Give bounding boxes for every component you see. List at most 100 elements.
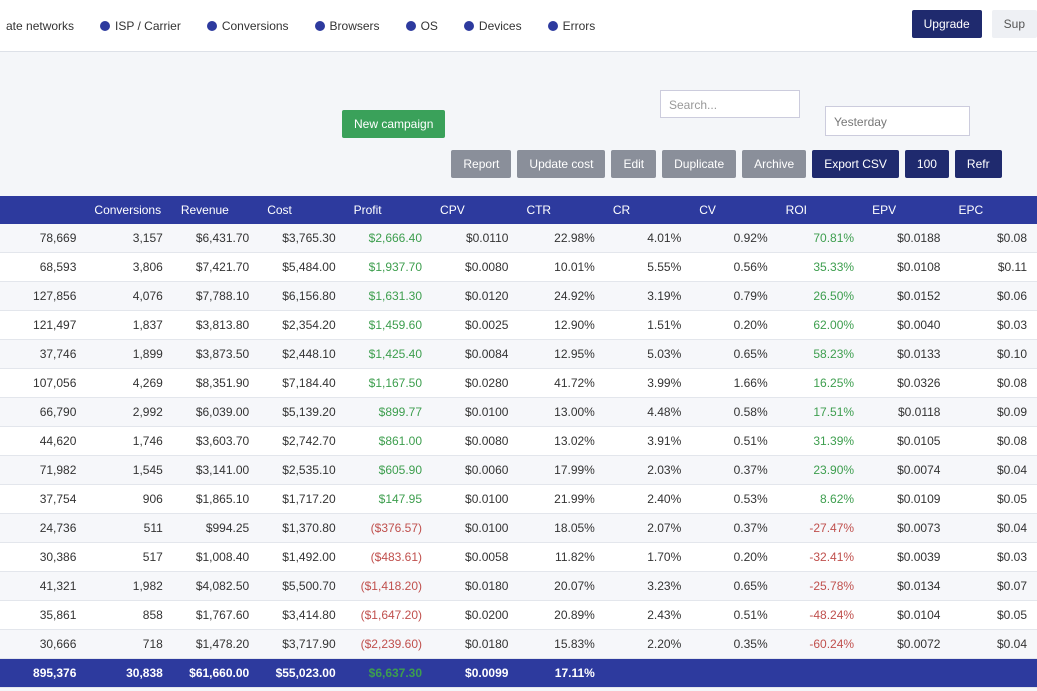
table-row[interactable]: 68,593 3,806 $7,421.70 $5,484.00 $1,937.70 $0… — [0, 252, 1037, 282]
table-cell: 20.89% — [518, 600, 605, 630]
table-cell: $0.05 — [950, 484, 1037, 514]
table-cell: $0.0060 — [432, 455, 519, 485]
table-cell: 3,157 — [86, 224, 173, 253]
table-cell: $0.0100 — [432, 484, 519, 514]
nav-item[interactable]: Devices — [463, 19, 522, 33]
total-cell — [864, 658, 951, 688]
table-cell: 5.55% — [604, 252, 692, 282]
table-row[interactable]: 24,736 511 $994.25 $1,370.80 ($376.57) $0.010… — [0, 513, 1037, 543]
header-cell: CV — [691, 196, 778, 224]
header-cell: Revenue — [172, 196, 260, 224]
toolbar-button[interactable]: Duplicate — [662, 150, 737, 178]
toolbar-button[interactable]: New campaign — [342, 110, 446, 138]
table-row[interactable]: 41,321 1,982 $4,082.50 $5,500.70 ($1,418.20)… — [0, 571, 1037, 601]
table-row[interactable]: 37,754 906 $1,865.10 $1,717.20 $147.95 $0.010… — [0, 484, 1037, 514]
table-cell: 26.50% — [777, 281, 865, 311]
table-cell: $1,478.20 — [172, 629, 260, 659]
search-box[interactable]: Search... — [660, 90, 800, 118]
nav-label: OS — [420, 18, 438, 33]
table-cell: -25.78% — [777, 571, 865, 601]
table-cell: $7,788.10 — [172, 281, 260, 311]
table-row[interactable]: 78,669 3,157 $6,431.70 $3,765.30 $2,666.40 $0… — [0, 224, 1037, 253]
table-row[interactable]: 66,790 2,992 $6,039.00 $5,139.20 $899.77 $0.0… — [0, 397, 1037, 427]
table-cell: 68,593 — [0, 252, 87, 282]
total-cell: 30,838 — [86, 658, 173, 688]
top-button[interactable]: Sup — [991, 10, 1037, 38]
nav-label: Conversions — [221, 18, 289, 33]
table-cell: $1,167.50 — [345, 368, 433, 398]
table-cell: $0.0039 — [864, 542, 951, 572]
table-cell: 1,746 — [86, 426, 173, 456]
table-cell: 858 — [86, 600, 173, 630]
toolbar-button[interactable]: Edit — [611, 150, 657, 178]
table-cell: $1,425.40 — [345, 339, 433, 369]
table-row[interactable]: 35,861 858 $1,767.60 $3,414.80 ($1,647.20) $0… — [0, 600, 1037, 630]
table-cell: 107,056 — [0, 368, 87, 398]
table-cell: 12.90% — [518, 310, 605, 340]
total-cell: $55,023.00 — [259, 658, 346, 688]
toolbar-button[interactable]: Update cost — [517, 150, 606, 178]
table-cell: $0.08 — [950, 368, 1037, 398]
table-cell: $861.00 — [345, 426, 433, 456]
table-row[interactable]: 30,386 517 $1,008.40 $1,492.00 ($483.61) $0.0… — [0, 542, 1037, 572]
total-row: 895,376 30,838 $61,660.00 $55,023.00 $6,637.… — [0, 658, 1037, 688]
table-cell: $0.0326 — [864, 368, 951, 398]
table-row[interactable]: 44,620 1,746 $3,603.70 $2,742.70 $861.00 $0.0… — [0, 426, 1037, 456]
table-cell: 4.01% — [604, 224, 692, 253]
table-cell: $1,492.00 — [259, 542, 346, 572]
table-row[interactable]: 107,056 4,269 $8,351.90 $7,184.40 $1,167.50 $… — [0, 368, 1037, 398]
top-button[interactable]: Upgrade — [911, 10, 982, 38]
toolbar-button[interactable]: Report — [451, 150, 512, 178]
toolbar-button[interactable]: Export CSV — [812, 150, 899, 178]
table-cell: 3,806 — [86, 252, 173, 282]
header-row: Conversions Revenue Cost Profit CPV CTR CR CV RO… — [0, 196, 1037, 224]
table-cell: 5.03% — [604, 339, 692, 369]
toolbar: New campaign Report Update cost Edit Duplica… — [342, 110, 1002, 178]
table-row[interactable]: 121,497 1,837 $3,813.80 $2,354.20 $1,459.60 $… — [0, 310, 1037, 340]
table-cell: $1,767.60 — [172, 600, 260, 630]
header-cell: ROI — [777, 196, 865, 224]
table-cell: 0.53% — [691, 484, 778, 514]
nav-item[interactable]: Browsers — [314, 18, 380, 33]
table-cell: $3,603.70 — [172, 426, 260, 456]
table-cell: 4,269 — [86, 368, 173, 398]
table-cell: 121,497 — [0, 310, 87, 340]
table-cell: -60.24% — [777, 629, 865, 659]
table-cell: 35.33% — [777, 252, 865, 282]
table-cell: $4,082.50 — [172, 571, 260, 601]
table-cell: $0.0084 — [432, 339, 519, 369]
table-cell: $2,354.20 — [259, 310, 346, 340]
toolbar-button[interactable]: Refr — [954, 150, 1002, 178]
nav-item[interactable]: ISP / Carrier — [100, 19, 181, 33]
date-select[interactable]: Yesterday — [825, 106, 970, 136]
table-row[interactable]: 127,856 4,076 $7,788.10 $6,156.80 $1,631.30 $… — [0, 281, 1037, 311]
table-cell: $1,370.80 — [259, 513, 346, 543]
table-cell: $3,414.80 — [259, 600, 346, 630]
table-cell: ($376.57) — [345, 513, 433, 543]
table-row[interactable]: 30,666 718 $1,478.20 $3,717.90 ($2,239.60) $0… — [0, 629, 1037, 659]
table-cell: 4,076 — [86, 281, 173, 311]
table-cell: 70.81% — [777, 224, 865, 253]
table-cell: $0.0120 — [432, 281, 519, 311]
table-cell: 13.02% — [518, 426, 605, 456]
table-cell: $0.07 — [950, 571, 1037, 601]
table-cell: $0.0040 — [864, 310, 951, 340]
table-cell: $0.0074 — [864, 455, 951, 485]
nav-item[interactable]: ate networks — [6, 19, 74, 33]
table-cell: $0.0108 — [864, 252, 951, 282]
table-cell: $0.0080 — [432, 426, 519, 456]
table-cell: 0.51% — [691, 600, 778, 630]
nav-item[interactable]: OS — [405, 18, 438, 33]
nav-label: Browsers — [329, 18, 380, 33]
table-cell: $0.0200 — [432, 600, 519, 630]
table-cell: $1,631.30 — [345, 281, 433, 311]
total-cell — [950, 658, 1037, 688]
toolbar-button[interactable]: Archive — [742, 150, 807, 178]
table-row[interactable]: 71,982 1,545 $3,141.00 $2,535.10 $605.90 $0.0… — [0, 455, 1037, 485]
table-cell: 24.92% — [518, 281, 605, 311]
nav-item[interactable]: Conversions — [206, 18, 289, 33]
nav-item[interactable]: Errors — [547, 19, 595, 33]
toolbar-button[interactable]: 100 — [904, 150, 949, 178]
table-cell: 2.07% — [604, 513, 692, 543]
table-row[interactable]: 37,746 1,899 $3,873.50 $2,448.10 $1,425.40 $0… — [0, 339, 1037, 369]
